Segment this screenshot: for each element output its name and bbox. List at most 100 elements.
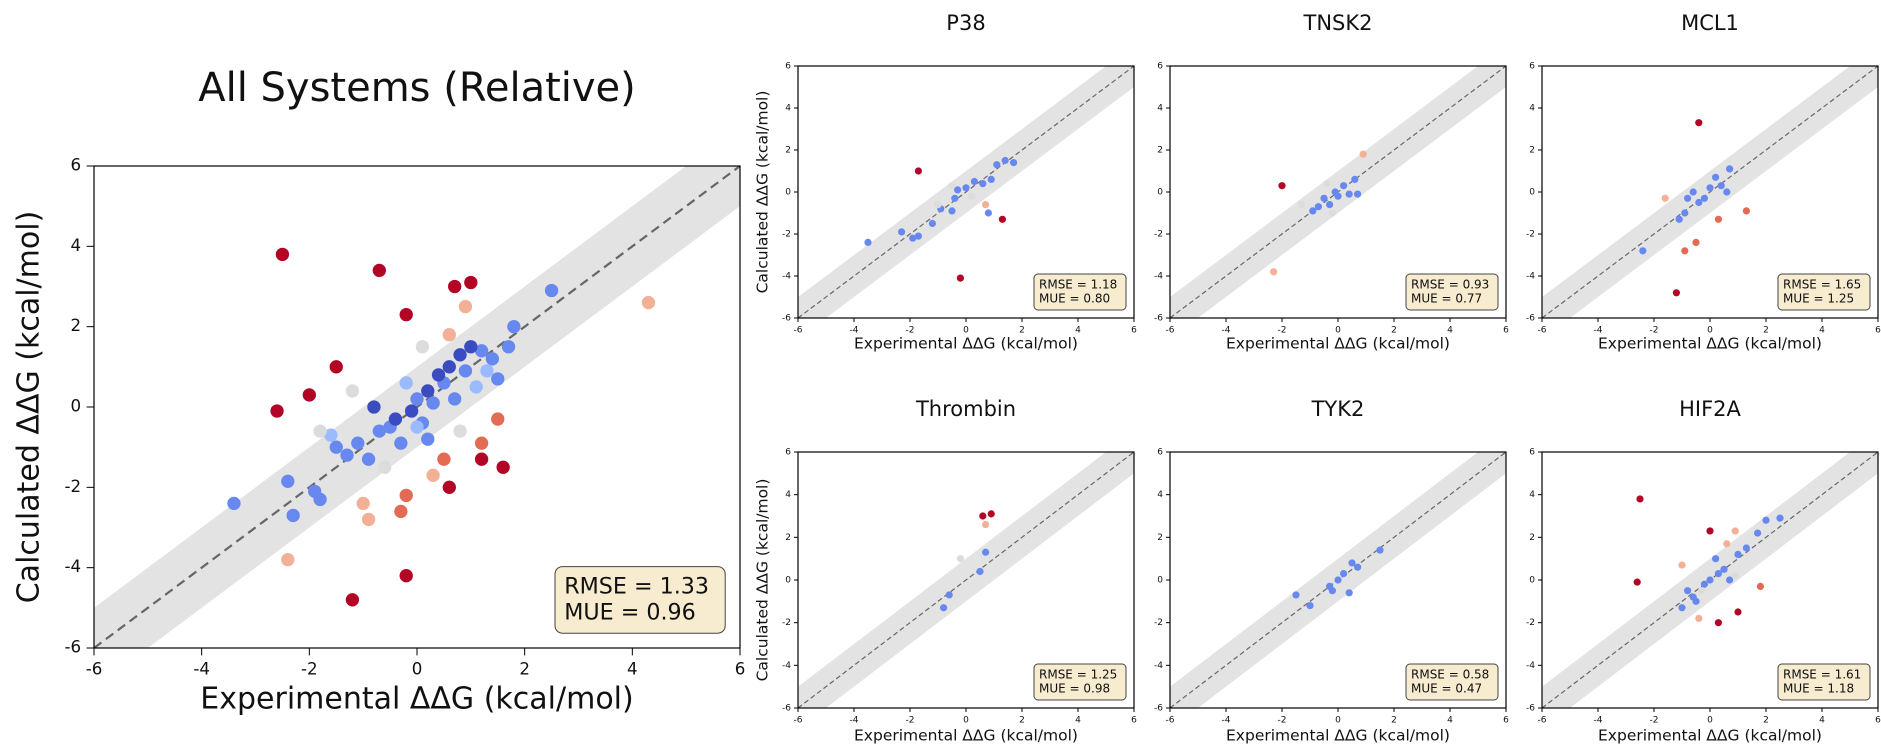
y-tick-label: 2 — [1529, 533, 1535, 543]
data-point — [864, 238, 872, 246]
stats-box — [1033, 663, 1127, 701]
y-tick-label: 2 — [785, 146, 791, 156]
stats-box — [554, 566, 726, 634]
y-tick-label: 4 — [785, 490, 791, 500]
data-point — [1717, 182, 1725, 190]
x-tick-label: 2 — [1391, 326, 1397, 336]
x-axis-label: Experimental ΔΔG (kcal/mol) — [854, 727, 1078, 745]
data-point — [1754, 529, 1762, 537]
data-point — [286, 508, 300, 523]
x-tick-label: -4 — [1594, 326, 1603, 336]
x-axis-label: Experimental ΔΔG (kcal/mol) — [1598, 335, 1822, 353]
y-tick-label: -2 — [1154, 618, 1163, 628]
data-point — [394, 504, 408, 519]
data-point — [1723, 540, 1731, 548]
chart-title: All Systems (Relative) — [198, 65, 636, 111]
data-point — [962, 184, 970, 192]
data-point — [302, 388, 316, 402]
chart-title: MCL1 — [1681, 11, 1739, 35]
y-tick-label: -6 — [1154, 704, 1163, 714]
stats-text: RMSE = 1.33 — [564, 573, 709, 599]
stats-text: MUE = 1.18 — [1783, 682, 1854, 696]
data-point — [1633, 578, 1641, 586]
subplot: -6 -4 -2 0 2 4 6 -6 -4 -2 0 2 4 6 All Systems (Relativ… — [12, 65, 746, 717]
data-point — [507, 320, 521, 334]
stats-text: RMSE = 1.65 — [1783, 278, 1861, 292]
data-point — [394, 436, 408, 450]
identity-line — [798, 452, 1134, 708]
data-point — [1695, 119, 1703, 127]
data-point — [1359, 150, 1367, 158]
x-axis-label: Experimental ΔΔG (kcal/mol) — [1226, 727, 1450, 745]
y-tick-label: 6 — [1157, 448, 1163, 458]
data-point — [1351, 175, 1359, 183]
y-tick-label: 6 — [70, 156, 81, 175]
x-tick-label: 0 — [963, 326, 969, 336]
data-point — [404, 404, 419, 418]
data-point — [399, 307, 413, 322]
x-tick-label: 4 — [1075, 716, 1081, 726]
stats-text: RMSE = 0.58 — [1411, 668, 1489, 682]
data-point — [1776, 514, 1784, 522]
data-point — [372, 263, 386, 278]
stats-box — [1777, 663, 1871, 701]
data-point — [1345, 190, 1353, 198]
data-point — [909, 234, 917, 242]
y-tick-label: 2 — [1529, 146, 1535, 156]
x-tick-label: -4 — [850, 716, 859, 726]
data-point — [1328, 587, 1336, 595]
chart-title: Thrombin — [915, 397, 1016, 421]
data-point — [361, 452, 376, 466]
data-point — [1323, 180, 1331, 188]
data-point — [1731, 572, 1739, 580]
data-point — [313, 424, 327, 438]
x-axis-label: Experimental ΔΔG (kcal/mol) — [1598, 727, 1822, 745]
y-tick-label: 6 — [785, 448, 791, 458]
x-tick-label: -6 — [1166, 326, 1175, 336]
y-axis-label: Calculated ΔΔG (kcal/mol) — [12, 211, 47, 604]
x-tick-label: 4 — [1447, 716, 1453, 726]
x-tick-label: -4 — [850, 326, 859, 336]
data-point — [1292, 591, 1300, 599]
data-point — [979, 512, 987, 520]
data-point — [458, 299, 473, 314]
data-point — [1354, 563, 1362, 571]
data-point — [415, 340, 430, 354]
y-tick-label: -2 — [64, 477, 81, 496]
x-tick-label: -6 — [794, 716, 803, 726]
data-point — [1309, 207, 1317, 215]
plot-area — [798, 452, 1134, 708]
data-point — [1340, 182, 1348, 190]
y-tick-label: 0 — [785, 188, 791, 198]
data-point — [979, 180, 987, 188]
data-point — [1700, 194, 1708, 202]
x-tick-label: 2 — [1763, 716, 1769, 726]
identity-line — [94, 166, 740, 648]
data-point — [968, 192, 976, 200]
data-point — [982, 201, 990, 209]
data-point — [345, 384, 360, 398]
data-point — [1689, 188, 1697, 196]
data-point — [1678, 561, 1686, 569]
stats-text: MUE = 0.96 — [564, 599, 696, 625]
data-point — [1672, 289, 1680, 297]
x-tick-label: -2 — [301, 660, 318, 679]
x-tick-label: 6 — [1503, 716, 1509, 726]
y-tick-label: -6 — [782, 314, 791, 324]
data-point — [410, 392, 424, 406]
data-point — [227, 496, 241, 511]
data-point — [474, 436, 489, 450]
stats-text: RMSE = 1.61 — [1783, 668, 1861, 682]
plot-area — [94, 166, 740, 648]
y-tick-label: 4 — [785, 104, 791, 114]
x-tick-label: 0 — [1707, 716, 1713, 726]
subplot: -6 -4 -2 0 2 4 6 -6 -4 -2 0 2 4 6 HIF2A Experimental ΔΔ… — [1526, 397, 1881, 745]
x-tick-label: -2 — [1650, 326, 1659, 336]
data-point — [442, 480, 456, 494]
data-point — [399, 376, 413, 390]
data-point — [453, 348, 467, 362]
y-tick-label: 0 — [70, 397, 81, 416]
data-point — [954, 186, 962, 194]
data-point — [641, 295, 656, 310]
y-axis-label: Calculated ΔΔG (kcal/mol) — [754, 91, 772, 294]
